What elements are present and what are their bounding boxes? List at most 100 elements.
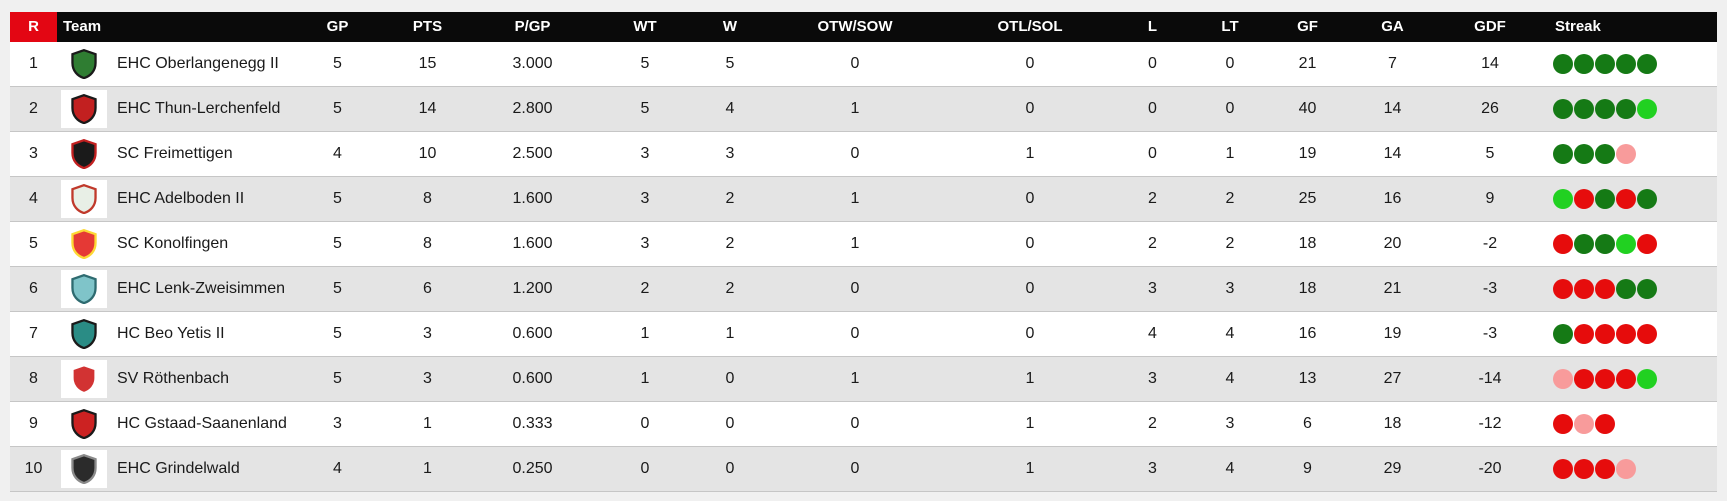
lt-cell: 4	[1195, 311, 1265, 357]
l-cell: 2	[1110, 221, 1195, 267]
streak-dot-loss	[1553, 234, 1573, 254]
team-cell[interactable]: HC Gstaad-Saanenland	[57, 401, 295, 447]
wt-cell: 0	[590, 446, 700, 492]
standings-row: 3 SC Freimettigen 4 10 2.500 3 3 0 1 0 1 19 14 5	[10, 131, 1717, 177]
w-cell: 5	[700, 42, 760, 87]
team-name[interactable]: SV Röthenbach	[117, 370, 230, 387]
team-logo-icon	[61, 90, 107, 128]
w-cell: 2	[700, 266, 760, 312]
otl-cell: 0	[950, 266, 1110, 312]
ga-cell: 19	[1350, 311, 1435, 357]
otw-cell: 1	[760, 176, 950, 222]
standings-row: 9 HC Gstaad-Saanenland 3 1 0.333 0 0 0 1 2 3 6 18 -12	[10, 401, 1717, 447]
gdf-cell: -3	[1435, 311, 1545, 357]
streak-dot-loss	[1637, 234, 1657, 254]
rank-cell: 8	[10, 356, 57, 402]
team-name[interactable]: EHC Grindelwald	[117, 460, 240, 477]
team-cell[interactable]: SC Freimettigen	[57, 131, 295, 177]
team-name[interactable]: HC Gstaad-Saanenland	[117, 415, 287, 432]
standings-row: 5 SC Konolfingen 5 8 1.600 3 2 1 0 2 2 18 20 -2	[10, 221, 1717, 267]
otl-cell: 1	[950, 356, 1110, 402]
team-cell[interactable]: EHC Lenk-Zweisimmen	[57, 266, 295, 312]
team-name[interactable]: EHC Adelboden II	[117, 190, 245, 207]
l-cell: 2	[1110, 401, 1195, 447]
pgp-cell: 0.600	[475, 356, 590, 402]
streak-dot-ot_win	[1637, 99, 1657, 119]
lt-cell: 1	[1195, 131, 1265, 177]
team-cell[interactable]: EHC Adelboden II	[57, 176, 295, 222]
ga-cell: 20	[1350, 221, 1435, 267]
streak-dot-ot_loss	[1574, 414, 1594, 434]
gf-cell: 40	[1265, 86, 1350, 132]
streak-dot-ot_win	[1553, 189, 1573, 209]
team-logo-icon	[61, 405, 107, 443]
team-name[interactable]: EHC Lenk-Zweisimmen	[117, 280, 286, 297]
column-header-gdf: GDF	[1435, 12, 1545, 42]
streak-dot-loss	[1553, 279, 1573, 299]
team-logo-icon	[61, 360, 107, 398]
streak-cell	[1545, 131, 1717, 177]
team-name[interactable]: EHC Thun-Lerchenfeld	[117, 100, 281, 117]
otw-cell: 1	[760, 221, 950, 267]
team-name[interactable]: EHC Oberlangenegg II	[117, 55, 279, 72]
team-cell[interactable]: HC Beo Yetis II	[57, 311, 295, 357]
standings-row: 4 EHC Adelboden II 5 8 1.600 3 2 1 0 2 2 25 16 9	[10, 176, 1717, 222]
streak-dot-loss	[1574, 369, 1594, 389]
team-cell[interactable]: SV Röthenbach	[57, 356, 295, 402]
team-cell[interactable]: EHC Grindelwald	[57, 446, 295, 492]
streak-dot-win	[1574, 54, 1594, 74]
l-cell: 3	[1110, 446, 1195, 492]
column-header-ga: GA	[1350, 12, 1435, 42]
streak-dot-win	[1574, 144, 1594, 164]
gf-cell: 21	[1265, 42, 1350, 87]
w-cell: 4	[700, 86, 760, 132]
standings-row: 2 EHC Thun-Lerchenfeld 5 14 2.800 5 4 1 0 0 0 40 14 2…	[10, 86, 1717, 132]
standings-header: R Team GP PTS P/GP WT W OTW/SOW OTL/SOL L LT GF GA GD…	[10, 12, 1717, 42]
streak-dot-loss	[1574, 459, 1594, 479]
otl-cell: 1	[950, 401, 1110, 447]
ga-cell: 18	[1350, 401, 1435, 447]
streak-dot-win	[1553, 99, 1573, 119]
streak-cell	[1545, 86, 1717, 132]
gp-cell: 3	[295, 401, 380, 447]
streak-dot-win	[1553, 54, 1573, 74]
pgp-cell: 0.250	[475, 446, 590, 492]
team-name[interactable]: HC Beo Yetis II	[117, 325, 225, 342]
column-header-rank: R	[10, 12, 57, 42]
wt-cell: 0	[590, 401, 700, 447]
streak-cell	[1545, 42, 1717, 87]
pgp-cell: 1.200	[475, 266, 590, 312]
streak-dot-loss	[1595, 369, 1615, 389]
team-cell[interactable]: SC Konolfingen	[57, 221, 295, 267]
gdf-cell: 26	[1435, 86, 1545, 132]
pts-cell: 1	[380, 446, 475, 492]
gdf-cell: -3	[1435, 266, 1545, 312]
pts-cell: 1	[380, 401, 475, 447]
streak-dot-win	[1595, 144, 1615, 164]
otl-cell: 0	[950, 86, 1110, 132]
pgp-cell: 2.800	[475, 86, 590, 132]
pts-cell: 6	[380, 266, 475, 312]
otw-cell: 0	[760, 446, 950, 492]
streak-dot-win	[1574, 234, 1594, 254]
team-name[interactable]: SC Konolfingen	[117, 235, 229, 252]
streak-dot-loss	[1637, 324, 1657, 344]
team-cell[interactable]: EHC Thun-Lerchenfeld	[57, 86, 295, 132]
streak-cell	[1545, 446, 1717, 492]
streak-dot-loss	[1616, 189, 1636, 209]
column-header-pgp: P/GP	[475, 12, 590, 42]
column-header-l: L	[1110, 12, 1195, 42]
gdf-cell: -20	[1435, 446, 1545, 492]
team-name[interactable]: SC Freimettigen	[117, 145, 233, 162]
streak-dot-loss	[1595, 324, 1615, 344]
standings-body: 1 EHC Oberlangenegg II 5 15 3.000 5 5 0 0 0 0 21 7 14…	[10, 42, 1717, 492]
ga-cell: 29	[1350, 446, 1435, 492]
gp-cell: 5	[295, 356, 380, 402]
team-logo-icon	[61, 270, 107, 308]
team-cell[interactable]: EHC Oberlangenegg II	[57, 42, 295, 87]
streak-dot-loss	[1574, 324, 1594, 344]
pts-cell: 8	[380, 176, 475, 222]
gf-cell: 9	[1265, 446, 1350, 492]
gf-cell: 25	[1265, 176, 1350, 222]
